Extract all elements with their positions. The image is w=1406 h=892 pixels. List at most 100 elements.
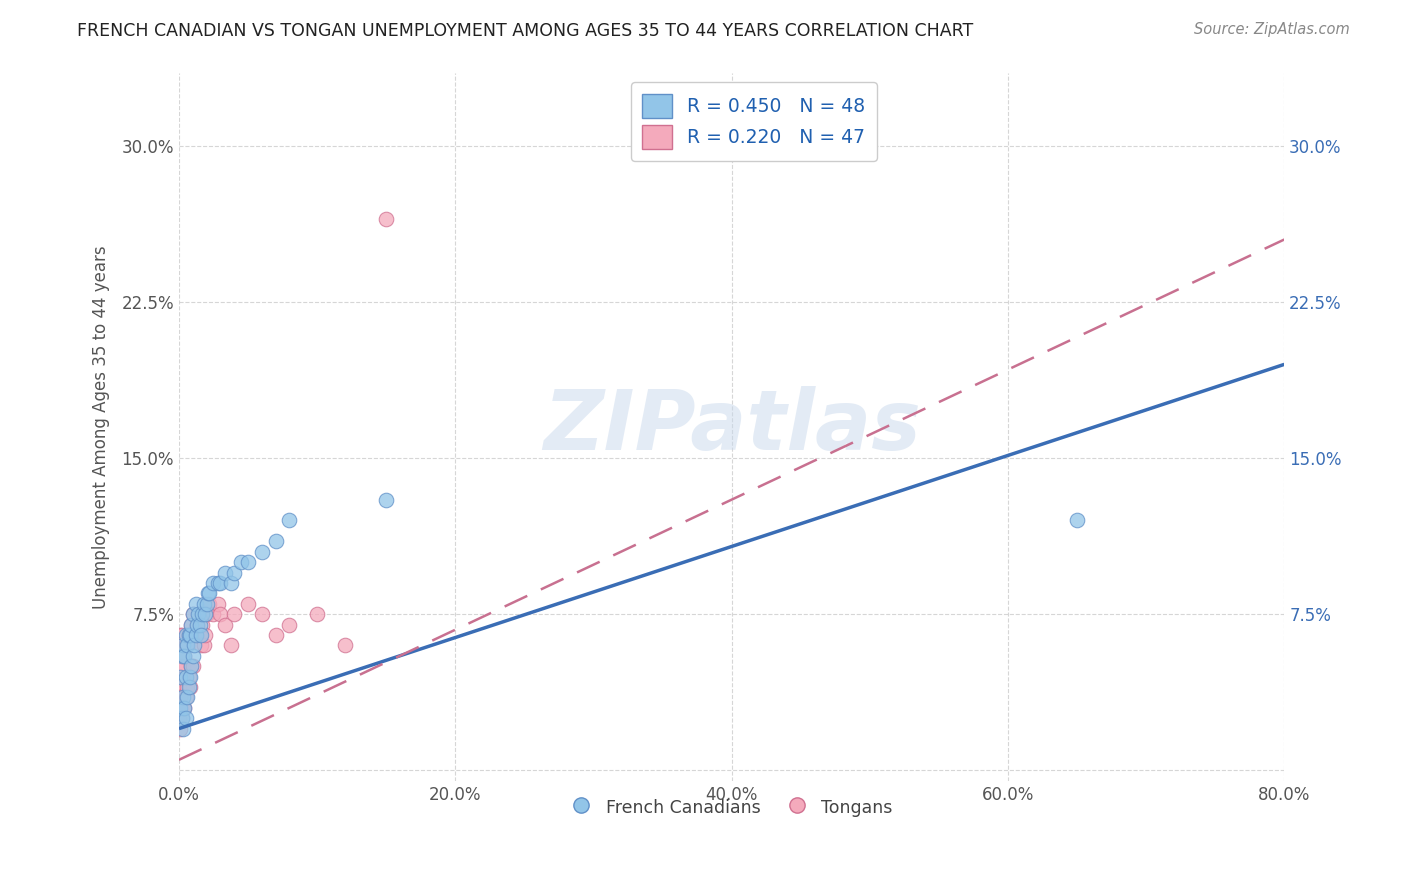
- Point: [184, 628, 207, 642]
- Point: [169, 659, 191, 673]
- Point: [186, 617, 208, 632]
- Point: [190, 628, 212, 642]
- Point: [179, 628, 201, 642]
- Point: [180, 617, 202, 632]
- Point: [229, 555, 252, 569]
- Point: [173, 700, 195, 714]
- Point: [278, 513, 301, 527]
- Point: [174, 669, 197, 683]
- Point: [172, 690, 194, 705]
- Point: [173, 700, 195, 714]
- Point: [174, 690, 197, 705]
- Point: [202, 575, 225, 590]
- Point: [172, 722, 194, 736]
- Point: [172, 638, 194, 652]
- Point: [209, 607, 232, 621]
- Point: [186, 617, 208, 632]
- Point: [176, 638, 198, 652]
- Point: [1066, 513, 1088, 527]
- Point: [198, 586, 221, 600]
- Text: Source: ZipAtlas.com: Source: ZipAtlas.com: [1194, 22, 1350, 37]
- Y-axis label: Unemployment Among Ages 35 to 44 years: Unemployment Among Ages 35 to 44 years: [93, 245, 110, 608]
- Point: [176, 680, 198, 694]
- Point: [209, 575, 232, 590]
- Point: [180, 617, 202, 632]
- Point: [176, 638, 198, 652]
- Point: [188, 628, 211, 642]
- Point: [169, 669, 191, 683]
- Point: [181, 659, 204, 673]
- Point: [194, 628, 217, 642]
- Point: [169, 700, 191, 714]
- Point: [224, 566, 246, 580]
- Point: [184, 628, 207, 642]
- Point: [176, 690, 198, 705]
- Point: [193, 597, 215, 611]
- Point: [167, 711, 190, 725]
- Point: [181, 607, 204, 621]
- Point: [179, 669, 201, 683]
- Point: [221, 638, 243, 652]
- Point: [250, 607, 273, 621]
- Point: [214, 617, 236, 632]
- Point: [172, 700, 194, 714]
- Point: [236, 555, 259, 569]
- Point: [188, 617, 211, 632]
- Point: [170, 669, 193, 683]
- Point: [167, 680, 190, 694]
- Point: [169, 722, 191, 736]
- Point: [221, 575, 243, 590]
- Text: ZIPatlas: ZIPatlas: [543, 386, 921, 467]
- Point: [177, 628, 200, 642]
- Point: [207, 597, 229, 611]
- Point: [195, 597, 218, 611]
- Point: [170, 711, 193, 725]
- Point: [174, 711, 197, 725]
- Point: [191, 617, 214, 632]
- Point: [173, 648, 195, 663]
- Point: [264, 628, 287, 642]
- Point: [174, 628, 197, 642]
- Legend: French Canadians, Tongans: French Canadians, Tongans: [564, 790, 900, 825]
- Point: [181, 607, 204, 621]
- Text: FRENCH CANADIAN VS TONGAN UNEMPLOYMENT AMONG AGES 35 TO 44 YEARS CORRELATION CHA: FRENCH CANADIAN VS TONGAN UNEMPLOYMENT A…: [77, 22, 973, 40]
- Point: [172, 659, 194, 673]
- Point: [169, 628, 191, 642]
- Point: [197, 586, 219, 600]
- Point: [184, 597, 207, 611]
- Point: [180, 659, 202, 673]
- Point: [177, 628, 200, 642]
- Point: [183, 638, 205, 652]
- Point: [187, 607, 209, 621]
- Point: [169, 690, 191, 705]
- Point: [180, 659, 202, 673]
- Point: [179, 680, 201, 694]
- Point: [195, 607, 218, 621]
- Point: [181, 648, 204, 663]
- Point: [307, 607, 329, 621]
- Point: [177, 680, 200, 694]
- Point: [173, 648, 195, 663]
- Point: [190, 638, 212, 652]
- Point: [375, 211, 398, 226]
- Point: [170, 648, 193, 663]
- Point: [191, 607, 214, 621]
- Point: [170, 711, 193, 725]
- Point: [214, 566, 236, 580]
- Point: [207, 575, 229, 590]
- Point: [250, 544, 273, 558]
- Point: [278, 617, 301, 632]
- Point: [224, 607, 246, 621]
- Point: [194, 607, 217, 621]
- Point: [375, 492, 398, 507]
- Point: [174, 638, 197, 652]
- Point: [177, 669, 200, 683]
- Point: [193, 638, 215, 652]
- Point: [264, 534, 287, 549]
- Point: [179, 628, 201, 642]
- Point: [236, 597, 259, 611]
- Point: [198, 597, 221, 611]
- Point: [170, 628, 193, 642]
- Point: [333, 638, 356, 652]
- Point: [202, 607, 225, 621]
